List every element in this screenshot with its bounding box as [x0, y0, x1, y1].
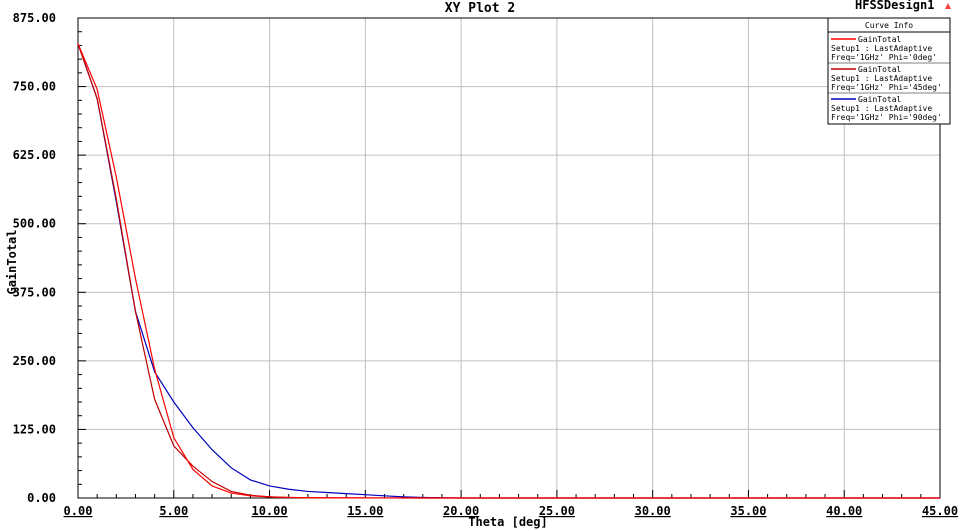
x-tick-label: 25.00 [539, 504, 575, 518]
legend-series-params: Freq='1GHz' Phi='45deg' [831, 83, 942, 92]
x-tick-label: 5.00 [159, 504, 188, 518]
x-tick-label: 15.00 [347, 504, 383, 518]
y-tick-labels: 0.00 125.00 250.00 375.00 500.00 625.00 750.00… [13, 11, 56, 505]
chart-title: XY Plot 2 [445, 1, 515, 16]
x-tick-label: 30.00 [635, 504, 671, 518]
design-name: HFSSDesign1 [855, 0, 934, 12]
x-tick-label: 40.00 [826, 504, 862, 518]
legend-header: Curve Info [865, 21, 913, 30]
legend-box [827, 17, 951, 125]
legend-series-name: GainTotal [858, 95, 902, 104]
y-tick-label: 500.00 [13, 217, 56, 231]
legend-series-setup: Setup1 : LastAdaptive [831, 44, 932, 53]
legend-series-name: GainTotal [858, 35, 902, 44]
x-axis-title: Theta [deg] [468, 515, 547, 529]
legend-series-params: Freq='1GHz' Phi='0deg' [831, 53, 937, 62]
y-tick-label: 750.00 [13, 80, 56, 94]
series-layer [77, 43, 940, 499]
x-tick-label: 20.00 [443, 504, 479, 518]
legend-series-setup: Setup1 : LastAdaptive [831, 74, 932, 83]
x-tick-label: 0.00 [64, 504, 93, 518]
grid [78, 18, 940, 498]
y-tick-label: 250.00 [13, 354, 56, 368]
x-tick-label: 45.00 [922, 504, 958, 518]
legend-series-params: Freq='1GHz' Phi='90deg' [831, 113, 942, 122]
y-tick-label: 375.00 [13, 285, 56, 299]
series-line-0 [77, 43, 940, 499]
y-tick-label: 0.00 [27, 491, 56, 505]
x-tick-label: 10.00 [251, 504, 287, 518]
y-axis-title: GainTotal [5, 229, 19, 294]
minor-ticks [77, 17, 941, 499]
x-tick-labels: 0.00 5.00 10.00 15.00 20.00 25.00 30.00 35.00 40… [64, 504, 959, 518]
legend-series-setup: Setup1 : LastAdaptive [831, 104, 932, 113]
plot-frame [77, 17, 941, 499]
y-tick-label: 875.00 [13, 11, 56, 25]
y-tick-label: 625.00 [13, 148, 56, 162]
warning-triangle-icon [945, 3, 951, 9]
legend-series-name: GainTotal [858, 65, 902, 74]
x-tick-label: 35.00 [730, 504, 766, 518]
y-tick-label: 125.00 [13, 422, 56, 436]
